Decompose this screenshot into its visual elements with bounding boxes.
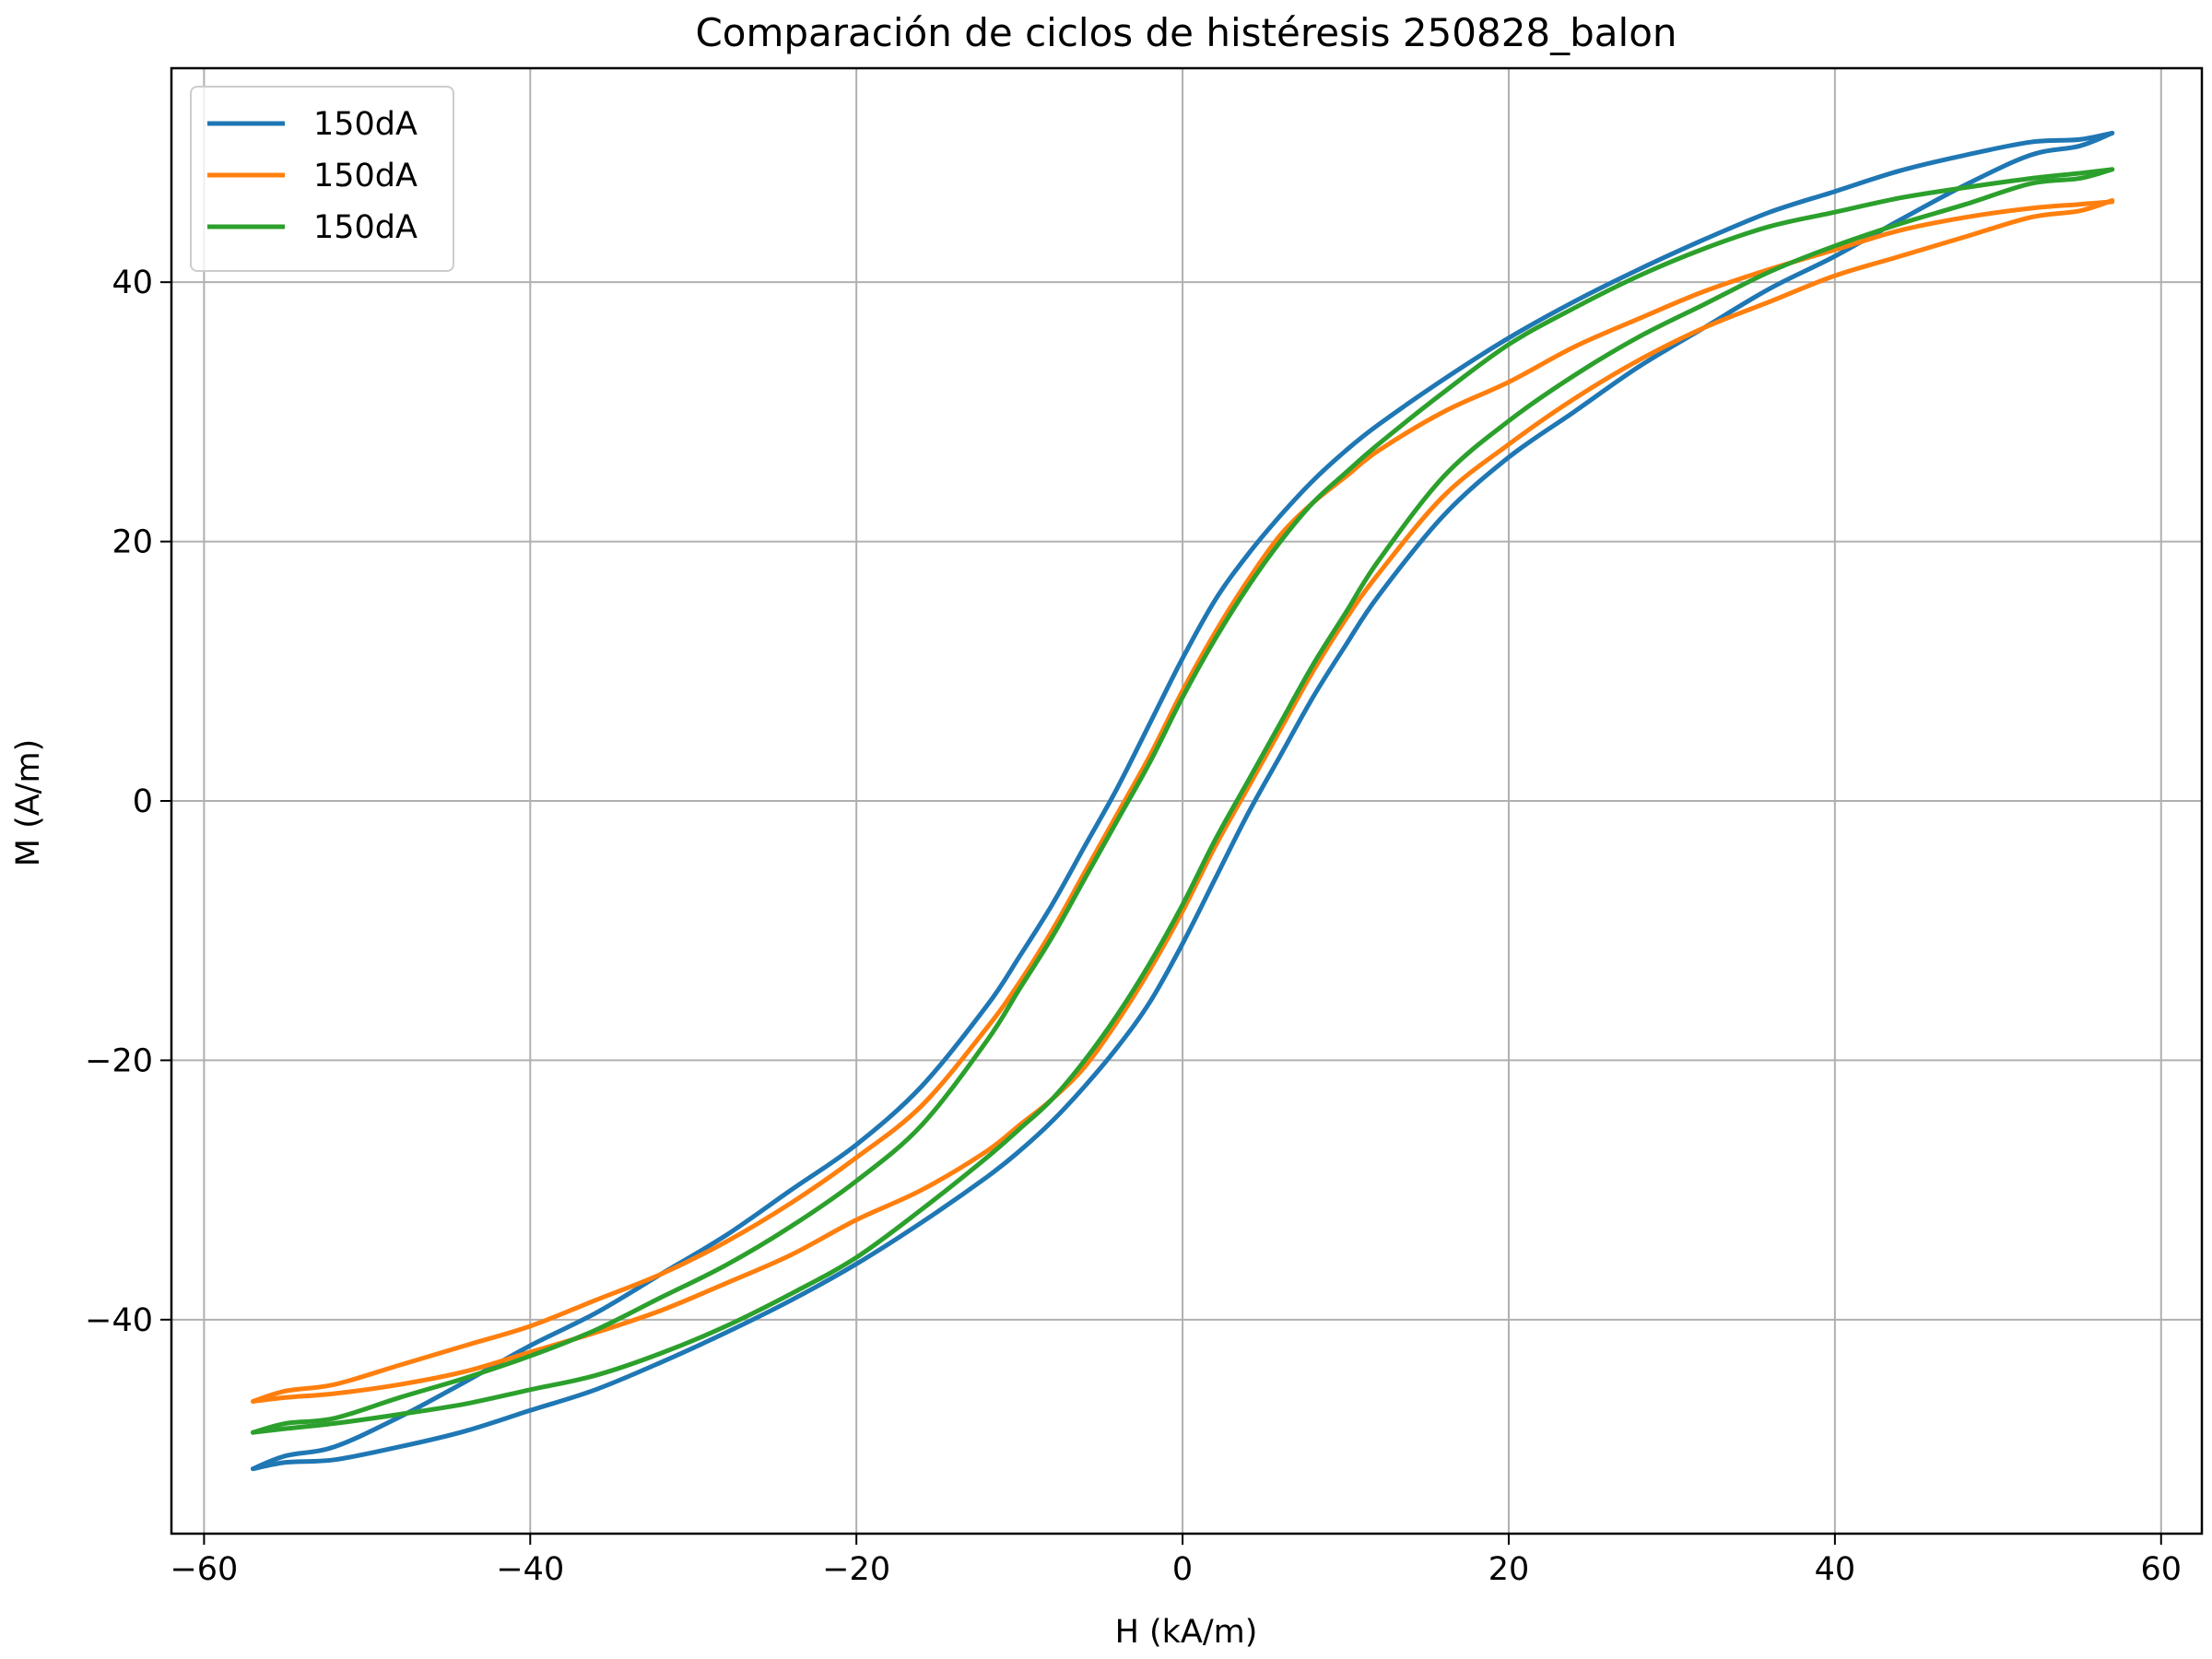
legend-item-2: 150dA bbox=[207, 158, 418, 194]
y-tick-label: −40 bbox=[85, 1302, 153, 1339]
x-tick-label: −60 bbox=[170, 1551, 238, 1588]
series-2-loop bbox=[251, 198, 2115, 1404]
series-1-upper-branch bbox=[251, 130, 2115, 1472]
series-2-lower-branch bbox=[251, 198, 2115, 1404]
series-3-lower-branch bbox=[251, 167, 2115, 1435]
series-3-upper-branch bbox=[251, 167, 2115, 1435]
y-tick-label: 20 bbox=[112, 524, 153, 561]
y-tick-label: −20 bbox=[85, 1042, 153, 1079]
legend-label: 150dA bbox=[313, 106, 418, 143]
x-tick-label: 40 bbox=[1815, 1551, 1856, 1588]
legend-item-3: 150dA bbox=[207, 209, 418, 246]
legend-label: 150dA bbox=[313, 209, 418, 246]
axis-ticks: −60 −40 −20 0 20 40 60 −40 −20 0 20 40 bbox=[85, 265, 2182, 1588]
series-1-lower-branch bbox=[251, 130, 2115, 1472]
legend-label: 150dA bbox=[313, 158, 418, 194]
y-tick-label: 0 bbox=[133, 783, 153, 820]
x-axis-label: H (kA/m) bbox=[1115, 1614, 1258, 1651]
legend-item-1: 150dA bbox=[207, 106, 418, 143]
x-tick-label: −40 bbox=[496, 1551, 564, 1588]
series-3-loop bbox=[251, 167, 2115, 1435]
x-tick-label: 0 bbox=[1172, 1551, 1193, 1588]
chart-title: Comparación de ciclos de histéresis 2508… bbox=[695, 10, 1677, 55]
x-tick-label: 60 bbox=[2140, 1551, 2182, 1588]
x-tick-label: 20 bbox=[1488, 1551, 1530, 1588]
series-2-upper-branch bbox=[251, 199, 2115, 1404]
series-lines bbox=[251, 130, 2115, 1472]
y-axis-label: M (A/m) bbox=[10, 739, 47, 866]
legend: 150dA 150dA 150dA bbox=[190, 86, 454, 272]
y-tick-label: 40 bbox=[112, 265, 153, 301]
grid-lines bbox=[171, 68, 2202, 1534]
series-1-loop bbox=[251, 130, 2115, 1472]
x-tick-label: −20 bbox=[822, 1551, 890, 1588]
